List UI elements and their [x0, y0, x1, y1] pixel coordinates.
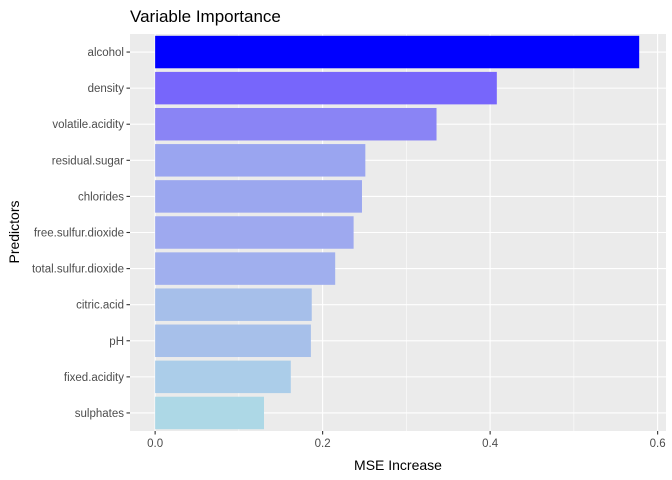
bar-citric-acid [155, 288, 312, 321]
y-tick-label: alcohol [88, 47, 124, 59]
y-tick-label: free.sulfur.dioxide [34, 228, 124, 240]
y-tick-label: residual.sugar [52, 155, 124, 167]
y-tick-label: chlorides [78, 191, 124, 203]
y-tick-label: volatile.acidity [52, 119, 124, 131]
bar-sulphates [155, 396, 264, 430]
x-axis: 0.0 0.2 0.4 0.6 [147, 431, 666, 450]
bar-alcohol [155, 35, 640, 69]
bar-volatile-acidity [155, 107, 437, 141]
y-tick-label: density [88, 83, 125, 95]
bar-fixed-acidity [155, 360, 291, 394]
y-axis: alcohol density volatile.acidity residual.s… [32, 47, 130, 420]
bar-total-sulfur-dioxide [155, 252, 336, 285]
x-tick-label: 0.4 [482, 438, 499, 450]
y-tick-label: total.sulfur.dioxide [32, 264, 124, 276]
y-tick-label: pH [109, 336, 124, 348]
y-axis-title: Predictors [6, 200, 22, 263]
bar-residual-sugar [155, 144, 366, 177]
y-tick-label: citric.acid [76, 300, 124, 312]
bar-pH [155, 324, 311, 358]
x-tick-label: 0.6 [650, 438, 666, 450]
bar-chlorides [155, 180, 362, 213]
y-tick-label: sulphates [75, 408, 124, 420]
x-tick-label: 0.0 [147, 438, 163, 450]
bar-density [155, 71, 497, 105]
chart-title: Variable Importance [130, 7, 281, 26]
y-tick-label: fixed.acidity [64, 372, 124, 384]
x-axis-title: MSE Increase [354, 457, 442, 473]
x-tick-label: 0.2 [315, 438, 331, 450]
bars [155, 35, 640, 430]
bar-free-sulfur-dioxide [155, 216, 354, 249]
